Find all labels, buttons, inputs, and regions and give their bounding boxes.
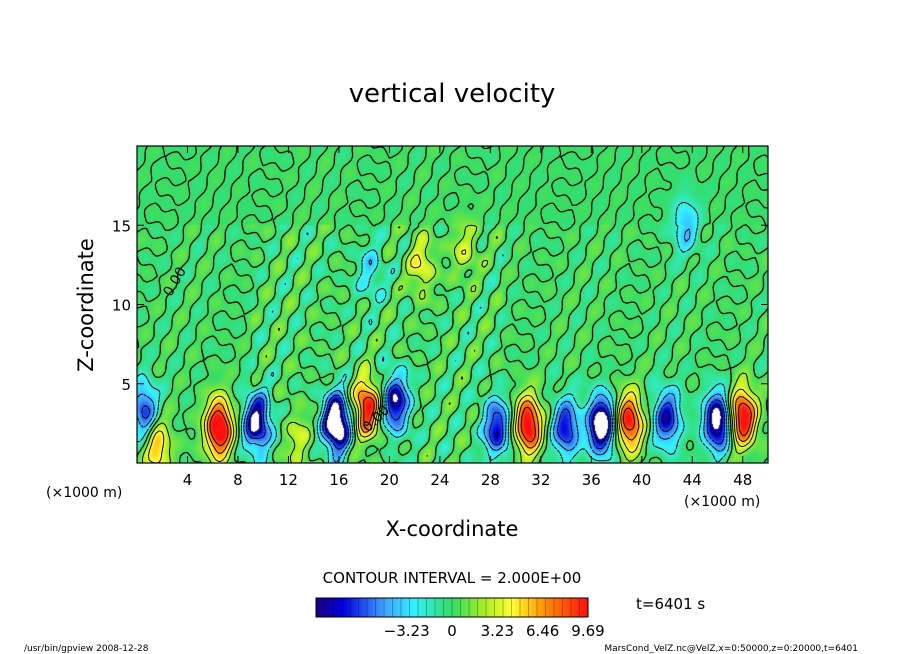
contour-interval-text: CONTOUR INTERVAL = 2.000E+00 [323,569,582,587]
colorbar-tick-label: 3.23 [481,622,514,640]
x-unit-left: (×1000 m) [46,485,122,501]
chart-title: vertical velocity [349,79,556,109]
y-axis-ticks: 5 10 15 [112,217,768,394]
x-axis-label: X-coordinate [386,517,519,541]
x-tick-label: 36 [582,471,601,489]
x-tick-label: 48 [733,471,752,489]
x-tick-label: 32 [531,471,550,489]
colorbar-tick-label: 0 [447,622,457,640]
contour-line [136,228,728,463]
x-tick-label: 28 [481,471,500,489]
x-tick-label: 8 [233,471,243,489]
colorbar-tick-label: 9.69 [571,622,604,640]
contour-line [209,396,752,446]
x-tick-label: 12 [279,471,298,489]
x-tick-label: 4 [183,471,193,489]
colorbar-tick-label: −3.23 [384,622,430,640]
x-tick-label: 20 [380,471,399,489]
footer-right: MarsCond_VelZ.nc@VelZ,x=0:50000,z=0:2000… [604,644,858,654]
contour-line [136,201,730,464]
y-tick-label: 5 [121,376,131,394]
contour-lines [136,145,769,464]
contour-line [206,390,755,454]
x-tick-label: 16 [329,471,348,489]
x-tick-label: 24 [430,471,449,489]
colorbar: −3.23 0 3.23 6.46 9.69 [315,597,605,640]
colorbar-ticks: −3.23 0 3.23 6.46 9.69 [384,622,605,640]
contour-line [136,145,769,464]
contour-line [148,249,759,464]
contour-line [141,384,726,450]
colorbar-tick-label: 6.46 [526,622,559,640]
x-tick-label: 44 [683,471,702,489]
x-axis-ticks: 4 8 12 16 20 24 28 32 36 40 44 48 [183,146,752,489]
x-tick-label: 40 [632,471,651,489]
footer-left: /usr/bin/gpview 2008-12-28 [24,644,149,654]
time-label: t=6401 s [636,595,705,613]
plot-area: 0.000.00 [136,145,769,464]
y-tick-label: 10 [112,297,131,315]
x-unit-right: (×1000 m) [684,494,760,510]
y-axis-label: Z-coordinate [74,238,98,372]
contour-line [141,224,762,464]
y-tick-label: 15 [112,217,131,235]
contour-line [248,389,723,444]
colorbar-level-separators [324,598,580,617]
